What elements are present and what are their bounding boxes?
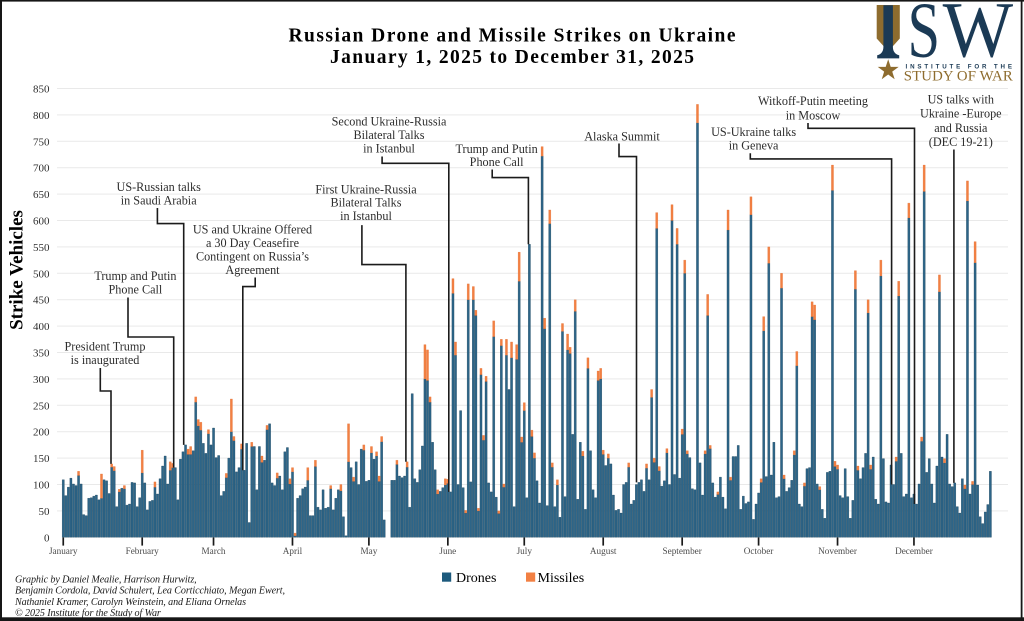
svg-text:is inaugurated: is inaugurated	[71, 353, 140, 367]
svg-text:August: August	[590, 546, 617, 556]
svg-text:500: 500	[33, 268, 50, 280]
svg-text:US and Ukraine Offered: US and Ukraine Offered	[193, 222, 312, 236]
svg-text:First Ukraine-Russia: First Ukraine-Russia	[315, 182, 417, 196]
svg-text:January: January	[49, 546, 78, 556]
svg-text:April: April	[283, 546, 303, 556]
svg-text:Bilateral Talks: Bilateral Talks	[330, 196, 401, 210]
svg-text:Drones: Drones	[456, 571, 496, 586]
svg-text:200: 200	[33, 427, 50, 439]
svg-text:November: November	[818, 546, 857, 556]
svg-text:0: 0	[44, 532, 50, 544]
svg-text:a 30 Day Ceasefire: a 30 Day Ceasefire	[206, 236, 299, 250]
svg-text:300: 300	[33, 374, 50, 386]
svg-text:Russian Drone and Missile Stri: Russian Drone and Missile Strikes on Ukr…	[289, 26, 736, 47]
svg-text:Strike Vehicles: Strike Vehicles	[7, 210, 28, 330]
svg-text:100: 100	[33, 480, 50, 492]
svg-text:250: 250	[33, 400, 50, 412]
svg-text:700: 700	[33, 163, 50, 175]
svg-text:Contingent on Russia’s: Contingent on Russia’s	[196, 250, 309, 264]
svg-text:July: July	[517, 546, 533, 556]
svg-text:in Moscow: in Moscow	[786, 108, 841, 122]
svg-text:Witkoff-Putin meeting: Witkoff-Putin meeting	[758, 94, 868, 108]
svg-text:150: 150	[33, 453, 50, 465]
svg-text:June: June	[439, 546, 456, 556]
svg-text:650: 650	[33, 189, 50, 201]
svg-text:STUDY OF WAR: STUDY OF WAR	[904, 69, 1013, 85]
svg-text:S: S	[908, 0, 941, 74]
svg-text:US-Russian talks: US-Russian talks	[117, 180, 202, 194]
svg-text:400: 400	[33, 321, 50, 333]
svg-text:December: December	[895, 546, 933, 556]
svg-text:550: 550	[33, 242, 50, 254]
svg-text:and Russia: and Russia	[934, 121, 988, 135]
svg-text:US-Ukraine talks: US-Ukraine talks	[711, 125, 796, 139]
svg-text:October: October	[744, 546, 774, 556]
svg-text:Missiles: Missiles	[538, 571, 585, 586]
svg-text:President Trump: President Trump	[65, 339, 146, 353]
svg-text:May: May	[360, 546, 377, 556]
svg-text:Phone Call: Phone Call	[470, 155, 524, 169]
svg-text:Bilateral Talks: Bilateral Talks	[353, 128, 424, 142]
svg-text:in Istanbul: in Istanbul	[340, 209, 392, 223]
svg-text:January 1, 2025 to December 31: January 1, 2025 to December 31, 2025	[330, 47, 694, 68]
svg-text:Trump and Putin: Trump and Putin	[456, 142, 538, 156]
svg-text:in Saudi Arabia: in Saudi Arabia	[121, 194, 197, 208]
svg-text:Benjamin Cordola, David Schule: Benjamin Cordola, David Schulert, Lea Co…	[15, 586, 285, 597]
svg-text:450: 450	[33, 295, 50, 307]
svg-text:in Geneva: in Geneva	[729, 139, 779, 153]
svg-text:Agreement: Agreement	[225, 263, 280, 277]
svg-text:W: W	[943, 0, 1014, 74]
svg-text:750: 750	[33, 136, 50, 148]
svg-text:850: 850	[33, 84, 50, 96]
svg-text:Second Ukraine-Russia: Second Ukraine-Russia	[332, 115, 447, 129]
svg-text:350: 350	[33, 348, 50, 360]
svg-text:Trump and Putin: Trump and Putin	[94, 269, 176, 283]
svg-text:US talks with: US talks with	[928, 92, 994, 106]
svg-text:Ukraine -Europe: Ukraine -Europe	[920, 107, 1002, 121]
svg-text:Graphic by Daniel Mealie, Harr: Graphic by Daniel Mealie, Harrison Hurwi…	[15, 574, 197, 585]
svg-text:February: February	[126, 546, 160, 556]
svg-text:© 2025 Institute for the Study: © 2025 Institute for the Study of War	[15, 608, 161, 619]
svg-text:INSTITUTE FOR THE: INSTITUTE FOR THE	[906, 63, 1013, 70]
svg-text:March: March	[202, 546, 226, 556]
svg-text:50: 50	[39, 506, 51, 518]
svg-text:Nathaniel Kramer, Carolyn Wein: Nathaniel Kramer, Carolyn Weinstein, and…	[14, 597, 246, 608]
svg-text:September: September	[663, 546, 702, 556]
svg-text:in Istanbul: in Istanbul	[363, 142, 415, 156]
svg-text:Alaska Summit: Alaska Summit	[584, 130, 660, 144]
svg-text:600: 600	[33, 216, 50, 228]
svg-text:Phone Call: Phone Call	[108, 283, 162, 297]
svg-text:800: 800	[33, 110, 50, 122]
svg-text:(DEC 19-21): (DEC 19-21)	[929, 135, 993, 149]
